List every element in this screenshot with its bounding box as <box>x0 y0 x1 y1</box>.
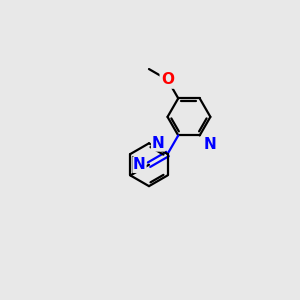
Text: O: O <box>161 72 174 87</box>
Text: N: N <box>152 136 164 151</box>
Text: N: N <box>204 137 216 152</box>
Text: N: N <box>133 157 146 172</box>
